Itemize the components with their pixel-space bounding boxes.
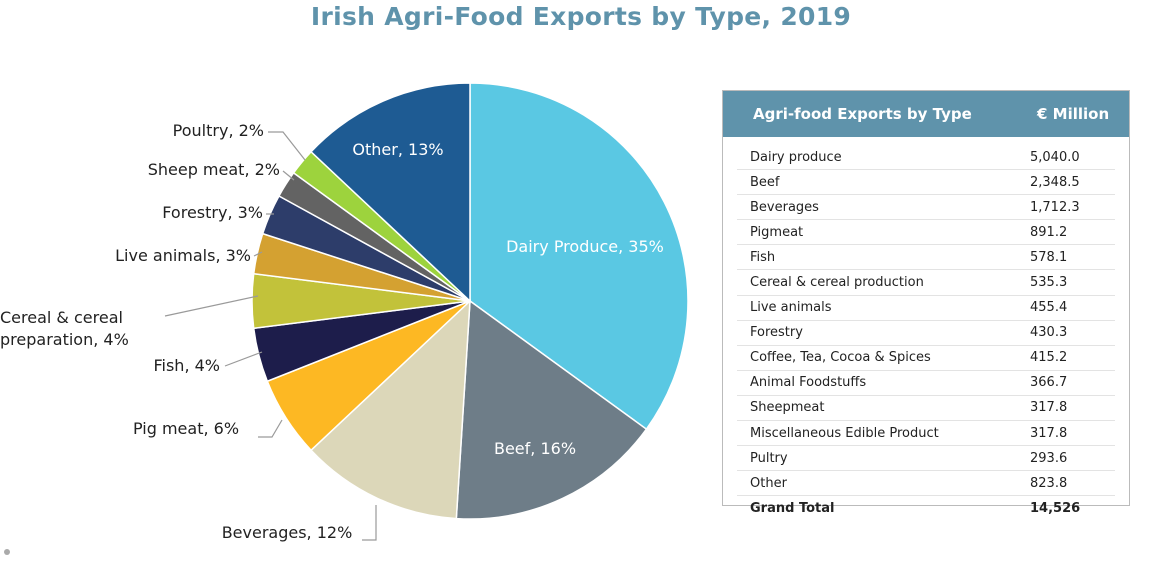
table-row: Pultry 293.6 <box>737 446 1115 472</box>
slice-label-8: Sheep meat, 2% <box>148 160 280 179</box>
leader-line-8 <box>282 170 295 181</box>
row-value: 293.6 <box>1030 450 1068 466</box>
slice-label-4: Fish, 4% <box>153 356 220 375</box>
slice-label-5: Cereal & cereal preparation, 4% <box>0 308 129 349</box>
column-header-value: € Million <box>1037 105 1110 123</box>
pie-slice-1 <box>455 299 648 520</box>
row-label: Animal Foodstuffs <box>750 375 867 391</box>
column-header-type: Agri-food Exports by Type <box>753 105 972 123</box>
pie-chart: Dairy Produce, 35% Beef, 16% Beverages, 12… <box>0 82 689 542</box>
table-row: Other 823.8 <box>737 471 1115 497</box>
row-value: 430.3 <box>1030 325 1068 341</box>
row-value: 415.2 <box>1030 350 1068 366</box>
leader-line-9 <box>268 131 306 161</box>
leader-line-6 <box>253 251 263 257</box>
row-label: Other <box>750 475 787 491</box>
row-value: 535.3 <box>1030 275 1068 291</box>
table-body: Dairy produce 5,040.0 Beef 2,348.5 Beverages… <box>723 137 1129 520</box>
slice-label-7: Forestry, 3% <box>162 203 263 222</box>
pie-slice-10 <box>310 82 471 303</box>
leader-line-3 <box>258 419 283 438</box>
leader-line-4 <box>224 351 263 367</box>
table-row: Beef 2,348.5 <box>737 170 1115 196</box>
row-value: 2,348.5 <box>1030 174 1080 190</box>
row-label: Cereal & cereal production <box>750 275 924 291</box>
row-value: 891.2 <box>1030 224 1068 240</box>
leader-line-5 <box>164 295 259 317</box>
row-label: Miscellaneous Edible Product <box>750 425 939 441</box>
table-row: Beverages 1,712.3 <box>737 195 1115 221</box>
slice-label-10: Other, 13% <box>352 140 443 159</box>
table-row: Miscellaneous Edible Product 317.8 <box>737 421 1115 447</box>
table-row: Live animals 455.4 <box>737 296 1115 321</box>
table-row: Sheepmeat 317.8 <box>737 396 1115 422</box>
row-label: Coffee, Tea, Cocoa & Spices <box>750 350 931 366</box>
exports-table: Agri-food Exports by Type € Million Dair… <box>722 90 1130 516</box>
row-value: 1,712.3 <box>1030 199 1080 215</box>
row-label: Dairy produce <box>750 149 842 165</box>
table-row: Animal Foodstuffs 366.7 <box>737 371 1115 396</box>
slice-label-2: Beverages, 12% <box>222 523 353 542</box>
row-label: Beverages <box>750 199 819 215</box>
row-value: 455.4 <box>1030 300 1068 316</box>
bullet-dot <box>4 549 10 555</box>
table-row: Coffee, Tea, Cocoa & Spices 415.2 <box>737 346 1115 371</box>
table-row: Cereal & cereal production 535.3 <box>737 270 1115 296</box>
row-value: 14,526 <box>1030 500 1081 516</box>
slice-label-0: Dairy Produce, 35% <box>506 237 664 256</box>
row-value: 366.7 <box>1030 375 1068 391</box>
row-label: Pigmeat <box>750 224 804 240</box>
row-label: Pultry <box>750 450 788 466</box>
table-row: Forestry 430.3 <box>737 321 1115 346</box>
table-row: Fish 578.1 <box>737 245 1115 271</box>
slice-label-9: Poultry, 2% <box>173 121 264 140</box>
pie-slice-0 <box>469 82 689 431</box>
row-label: Beef <box>750 174 780 190</box>
leader-line-2 <box>362 505 377 541</box>
row-label: Grand Total <box>750 500 835 516</box>
slice-label-3: Pig meat, 6% <box>133 419 239 438</box>
slice-label-1: Beef, 16% <box>494 439 576 458</box>
table-row: Pigmeat 891.2 <box>737 220 1115 246</box>
table-total-row: Grand Total 14,526 <box>737 496 1115 520</box>
table-row: Dairy produce 5,040.0 <box>737 145 1115 171</box>
row-label: Sheepmeat <box>750 400 825 416</box>
row-value: 317.8 <box>1030 425 1068 441</box>
table-header: Agri-food Exports by Type € Million <box>723 91 1129 137</box>
row-label: Live animals <box>750 300 832 316</box>
row-value: 823.8 <box>1030 475 1068 491</box>
row-value: 5,040.0 <box>1030 149 1080 165</box>
pie-slice-2 <box>310 299 471 520</box>
row-value: 317.8 <box>1030 400 1068 416</box>
slice-label-6: Live animals, 3% <box>115 246 251 265</box>
row-label: Forestry <box>750 325 803 341</box>
row-value: 578.1 <box>1030 249 1068 265</box>
chart-title: Irish Agri-Food Exports by Type, 2019 <box>310 2 852 31</box>
row-label: Fish <box>750 249 776 265</box>
